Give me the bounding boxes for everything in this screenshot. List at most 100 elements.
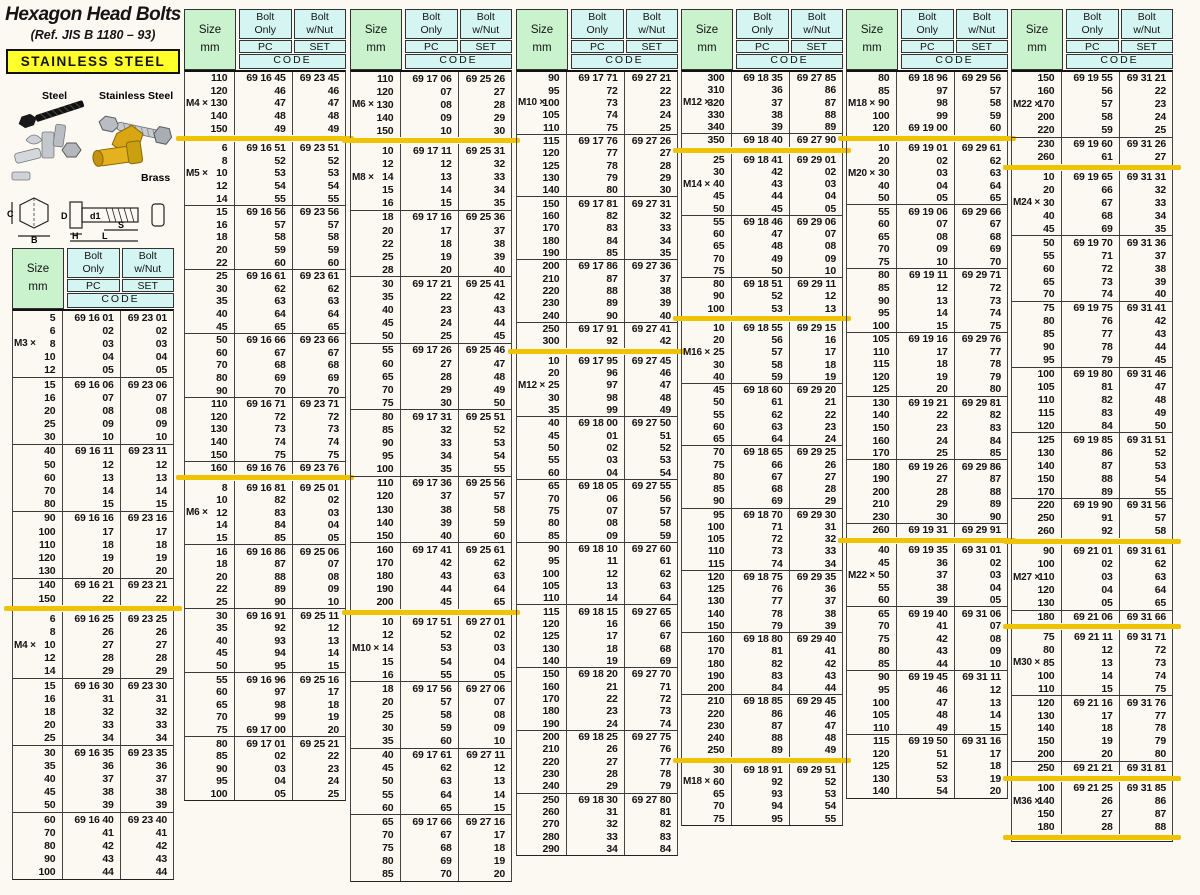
length-value: 20: [382, 224, 394, 237]
table-row: 20 66 32: [1012, 183, 1172, 197]
length-value: 120: [210, 84, 228, 97]
bolt-only-code: 69 18 80: [731, 633, 788, 646]
bolt-wnut-code: 61: [623, 555, 677, 568]
bolt-wnut-code: 63: [623, 579, 677, 593]
size-cell: 105: [847, 709, 896, 722]
set-header: SET: [293, 40, 346, 54]
length-value: 115: [543, 605, 560, 618]
bolt-only-code: 22: [896, 409, 953, 422]
group-divider: [847, 523, 1007, 525]
length-value: 90: [548, 72, 560, 85]
set-header: SET: [955, 40, 1008, 54]
table-row: M18 × 60 92 52: [682, 775, 842, 788]
length-value: 100: [1037, 558, 1055, 571]
table-row: 18 69 17 56 69 27 06: [351, 682, 511, 696]
bolt-wnut-code: 32: [457, 157, 511, 171]
bolt-only-code: 19: [566, 654, 623, 668]
length-value: 120: [1037, 696, 1055, 709]
length-value: 20: [216, 570, 228, 583]
size-cell: 250: [682, 744, 731, 756]
size-cell: 350: [682, 134, 731, 146]
size-cell: 35: [13, 759, 62, 772]
size-cell: 190: [351, 583, 400, 596]
size-cell: 260: [517, 806, 566, 818]
bolt-wnut-code: 15: [457, 801, 511, 815]
size-header-line1: Size: [364, 24, 388, 37]
length-value: 240: [707, 732, 725, 745]
bolt-wnut-code: 68: [623, 642, 677, 655]
bolt-wnut-code: 53: [1118, 459, 1172, 473]
length-value: 45: [382, 317, 394, 330]
table-row: 120 69 18 75 69 29 35: [682, 570, 842, 583]
table-body: 110 69 16 45 69 23 45 120 46 46 M4 × 130 47 47 140…: [176, 70, 354, 802]
bolt-only-code: 69 16 61: [234, 269, 291, 283]
bolt-wnut-code: 44: [119, 865, 173, 879]
bolt-only-code: 35: [400, 462, 457, 476]
size-cell: 115: [847, 735, 896, 748]
bolt-only-code: 23: [566, 705, 623, 718]
bolt-only-code: 53: [234, 167, 291, 180]
size-cell: 75: [847, 633, 896, 646]
bolt-wnut-code: 28: [457, 98, 511, 112]
bolt-wnut-code: 38: [788, 607, 842, 620]
size-cell: 15: [351, 184, 400, 197]
length-value: 50: [44, 799, 56, 812]
bolt-wnut-code: 52: [623, 441, 677, 455]
bolt-wnut-code: 69 23 01: [119, 311, 173, 325]
bolt-only-code: 69 17 76: [566, 134, 623, 148]
length-value: 130: [1037, 446, 1055, 459]
bolt-only-code: 76: [1061, 314, 1118, 328]
bolt-wnut-code: 69 25 11: [291, 609, 345, 622]
size-cell: 70: [351, 828, 400, 841]
length-value: 75: [713, 812, 725, 825]
bolt-wnut-code: 02: [291, 494, 345, 507]
bolt-only-code: 03: [234, 762, 291, 776]
table-row: 160 24 84: [847, 434, 1007, 447]
bolt-wnut-code: 88: [1118, 820, 1172, 834]
length-value: 70: [548, 492, 560, 505]
table-row: 160 56 22: [1012, 84, 1172, 98]
bolt-only-code: 27: [566, 755, 623, 768]
length-value: 75: [713, 264, 725, 277]
table-row: 35 92 12: [185, 621, 345, 635]
table-row: M10 × 14 53 03: [351, 641, 511, 656]
table-row: 190 83 43: [682, 669, 842, 682]
length-value: 190: [707, 669, 725, 682]
size-cell: 18: [351, 682, 400, 695]
size-cell: 16: [185, 545, 234, 558]
length-value: 120: [1037, 419, 1055, 432]
bolt-wnut-code: 69 27 85: [788, 72, 842, 85]
size-cell: M8 × 14: [351, 171, 400, 184]
length-value: 85: [878, 84, 890, 97]
length-value: 45: [548, 429, 560, 442]
size-cell: 40: [351, 749, 400, 762]
series-divider: [673, 315, 851, 321]
length-value: 200: [376, 596, 394, 609]
bolt-only-code: 93: [731, 788, 788, 801]
size-cell: 100: [13, 866, 62, 879]
bolt-wnut-code: 67: [623, 630, 677, 643]
bolt-only-code: 13: [566, 579, 623, 593]
table-row: 180 84 34: [517, 234, 677, 247]
table-row: 230 87 47: [682, 719, 842, 732]
bolt-only-code: 71: [1061, 249, 1118, 263]
size-header-cell: Size mm: [681, 9, 733, 70]
bolt-only-code: 07: [62, 391, 119, 405]
table-row: 80 76 42: [1012, 314, 1172, 328]
length-value: 40: [713, 178, 725, 191]
size-cell: 70: [847, 243, 896, 256]
set-header: SET: [459, 40, 512, 54]
bolt-only-code: 43: [896, 645, 953, 658]
length-value: 45: [1043, 222, 1055, 235]
pc-header: PC: [901, 40, 954, 54]
series-divider: [1003, 775, 1181, 781]
size-cell: 30: [682, 764, 731, 776]
size-cell: 30: [185, 609, 234, 622]
size-cell: 80: [351, 854, 400, 867]
table-row: 30 42 02: [682, 165, 842, 178]
length-value: 16: [382, 668, 394, 681]
table-row: 105 48 14: [847, 708, 1007, 722]
bolt-only-code: 94: [234, 647, 291, 660]
table-row: 50 25 45: [351, 329, 511, 343]
length-value: 120: [872, 122, 890, 135]
